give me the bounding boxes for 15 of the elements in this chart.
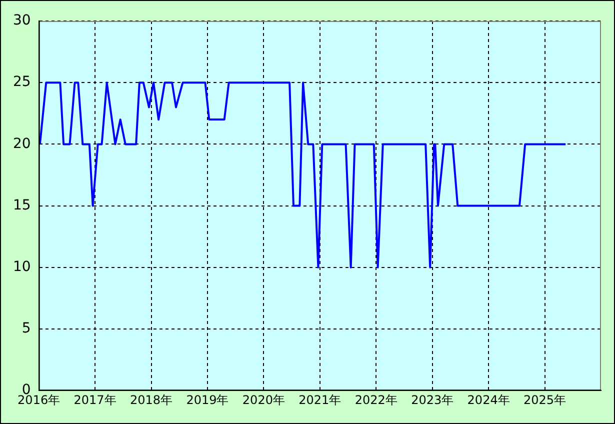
y-tick-label: 5 bbox=[22, 320, 31, 337]
x-tick-label: 2023年 bbox=[411, 392, 454, 407]
y-tick-label: 20 bbox=[12, 136, 31, 152]
x-tick-label: 2019年 bbox=[186, 392, 229, 407]
x-tick-label: 2025年 bbox=[524, 392, 566, 407]
x-tick-label: 2021年 bbox=[298, 392, 342, 407]
x-tick-label: 2018年 bbox=[130, 392, 173, 407]
x-tick-label: 2017年 bbox=[74, 392, 116, 407]
x-tick-label: 2022年 bbox=[354, 392, 398, 407]
x-tick-label: 2024年 bbox=[467, 392, 510, 407]
y-tick-label: 25 bbox=[12, 74, 31, 90]
y-tick-label: 30 bbox=[12, 12, 31, 29]
x-tick-label: 2020年 bbox=[242, 392, 285, 407]
y-tick-label: 15 bbox=[12, 197, 31, 214]
y-tick-label: 10 bbox=[12, 259, 31, 276]
